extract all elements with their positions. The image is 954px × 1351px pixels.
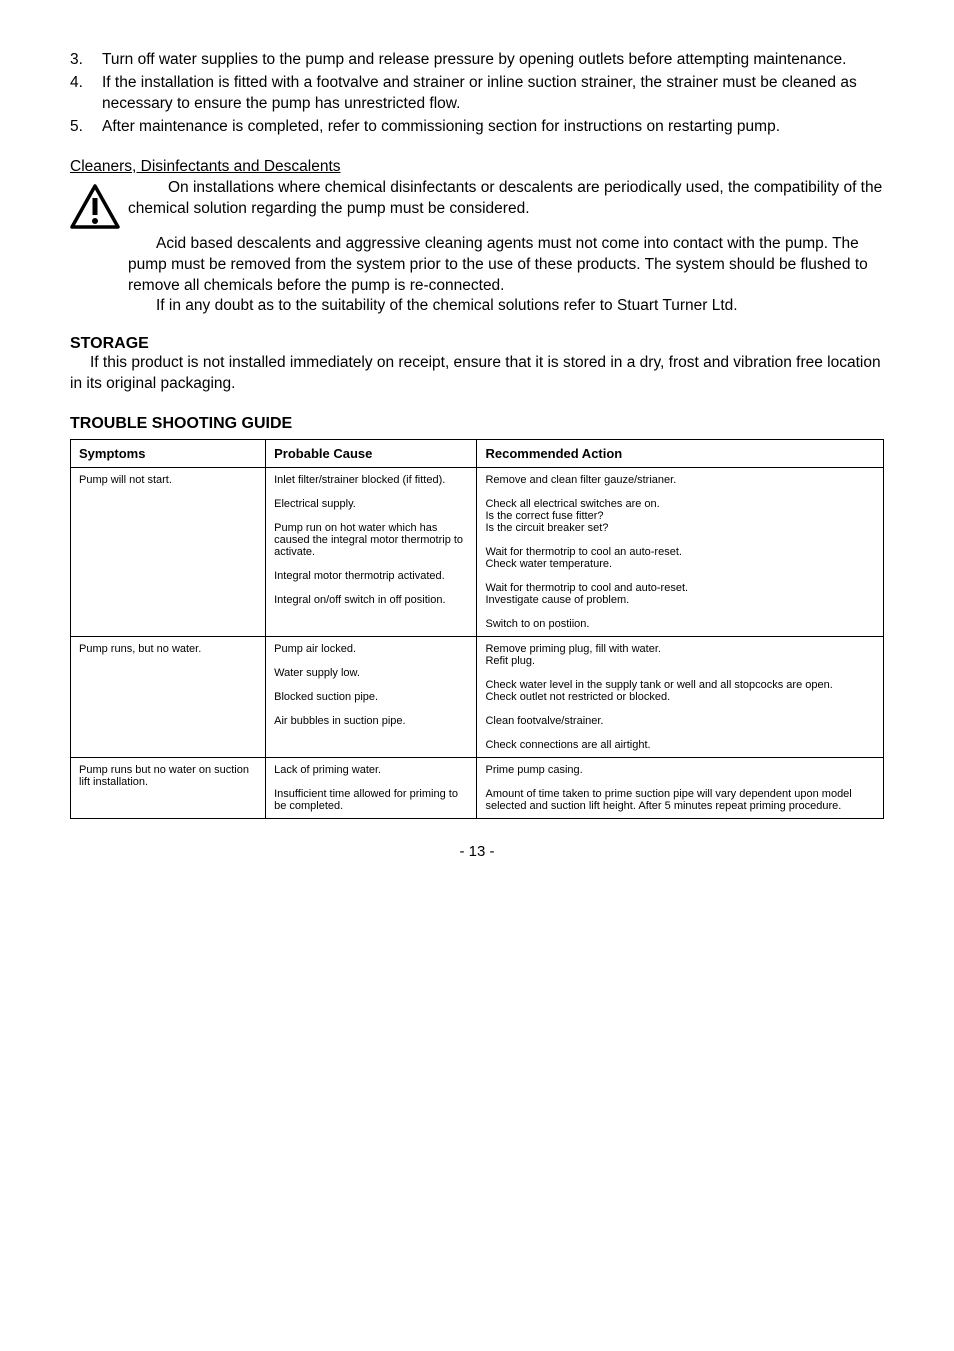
list-item: 3. Turn off water supplies to the pump a… bbox=[70, 50, 884, 71]
list-text: If the installation is fitted with a foo… bbox=[102, 73, 884, 115]
cause-text: Pump run on hot water which has caused t… bbox=[274, 522, 468, 558]
action-text: Amount of time taken to prime suction pi… bbox=[485, 788, 875, 812]
table-row: Pump will not start. Inlet filter/strain… bbox=[71, 468, 884, 637]
list-num: 4. bbox=[70, 73, 102, 115]
storage-heading: STORAGE bbox=[70, 335, 884, 353]
action-text: Check water level in the supply tank or … bbox=[485, 679, 875, 703]
table-row: Pump runs, but no water. Pump air locked… bbox=[71, 637, 884, 758]
action-text: Check all electrical switches are on. Is… bbox=[485, 498, 875, 534]
cause-text: Blocked suction pipe. bbox=[274, 691, 468, 703]
cause-text: Integral motor thermotrip activated. bbox=[274, 570, 468, 582]
cause-text: Integral on/off switch in off position. bbox=[274, 594, 468, 606]
cleaners-para1: On installations where chemical disinfec… bbox=[128, 178, 884, 220]
action-text: Wait for thermotrip to cool and auto-res… bbox=[485, 582, 875, 606]
action-text: Switch to on postiion. bbox=[485, 618, 875, 630]
page-number: - 13 - bbox=[70, 843, 884, 860]
action-text: Remove and clean filter gauze/strianer. bbox=[485, 474, 875, 486]
action-text: Check connections are all airtight. bbox=[485, 739, 875, 751]
list-item: 5. After maintenance is completed, refer… bbox=[70, 117, 884, 138]
header-symptoms: Symptoms bbox=[71, 440, 266, 468]
warning-block: On installations where chemical disinfec… bbox=[70, 178, 884, 234]
action-text: Remove priming plug, fill with water. Re… bbox=[485, 643, 875, 667]
trouble-heading: TROUBLE SHOOTING GUIDE bbox=[70, 415, 884, 433]
cell-action: Remove priming plug, fill with water. Re… bbox=[477, 637, 884, 758]
cell-cause: Lack of priming water. Insufficient time… bbox=[266, 758, 477, 819]
list-num: 5. bbox=[70, 117, 102, 138]
warning-icon bbox=[70, 184, 120, 234]
table-header-row: Symptoms Probable Cause Recommended Acti… bbox=[71, 440, 884, 468]
maintenance-list: 3. Turn off water supplies to the pump a… bbox=[70, 50, 884, 138]
cell-symptom: Pump will not start. bbox=[71, 468, 266, 637]
list-text: After maintenance is completed, refer to… bbox=[102, 117, 884, 138]
list-num: 3. bbox=[70, 50, 102, 71]
cleaners-heading: Cleaners, Disinfectants and Descalents bbox=[70, 158, 884, 176]
cell-action: Prime pump casing. Amount of time taken … bbox=[477, 758, 884, 819]
header-action: Recommended Action bbox=[477, 440, 884, 468]
cell-action: Remove and clean filter gauze/strianer. … bbox=[477, 468, 884, 637]
cleaners-para2: Acid based descalents and aggressive cle… bbox=[128, 234, 884, 297]
list-text: Turn off water supplies to the pump and … bbox=[102, 50, 884, 71]
action-text: Wait for thermotrip to cool an auto-rese… bbox=[485, 546, 875, 570]
list-item: 4. If the installation is fitted with a … bbox=[70, 73, 884, 115]
action-text: Clean footvalve/strainer. bbox=[485, 715, 875, 727]
cause-text: Lack of priming water. bbox=[274, 764, 468, 776]
table-row: Pump runs but no water on suction lift i… bbox=[71, 758, 884, 819]
cause-text: Air bubbles in suction pipe. bbox=[274, 715, 468, 727]
action-text: Prime pump casing. bbox=[485, 764, 875, 776]
cell-cause: Pump air locked. Water supply low. Block… bbox=[266, 637, 477, 758]
cell-cause: Inlet filter/strainer blocked (if fitted… bbox=[266, 468, 477, 637]
warning-text-wrap: On installations where chemical disinfec… bbox=[128, 178, 884, 220]
cause-text: Water supply low. bbox=[274, 667, 468, 679]
storage-text: If this product is not installed immedia… bbox=[70, 353, 884, 395]
header-cause: Probable Cause bbox=[266, 440, 477, 468]
cause-text: Electrical supply. bbox=[274, 498, 468, 510]
cause-text: Pump air locked. bbox=[274, 643, 468, 655]
cell-symptom: Pump runs but no water on suction lift i… bbox=[71, 758, 266, 819]
trouble-table: Symptoms Probable Cause Recommended Acti… bbox=[70, 439, 884, 819]
cause-text: Insufficient time allowed for priming to… bbox=[274, 788, 468, 812]
cause-text: Inlet filter/strainer blocked (if fitted… bbox=[274, 474, 468, 486]
cell-symptom: Pump runs, but no water. bbox=[71, 637, 266, 758]
cleaners-para3: If in any doubt as to the suitability of… bbox=[128, 296, 884, 317]
